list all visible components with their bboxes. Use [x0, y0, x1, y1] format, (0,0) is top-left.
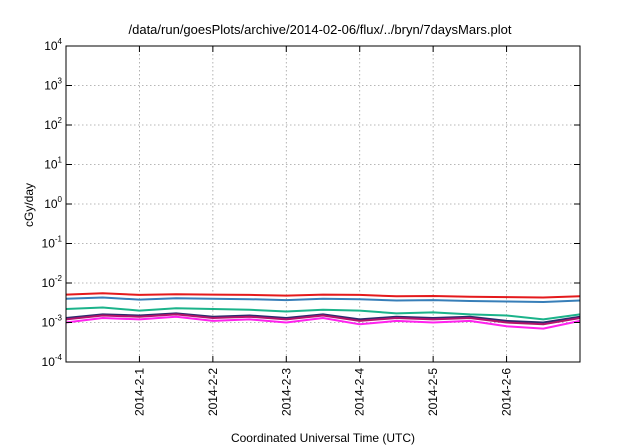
x-tick-label: 2014-2-2	[206, 368, 220, 416]
y-tick-label: 104	[44, 37, 62, 53]
x-tick-label: 2014-2-1	[132, 368, 146, 416]
y-axis-label: cGy/day	[22, 183, 36, 227]
y-tick-label: 103	[44, 77, 62, 93]
series-line-6	[65, 315, 581, 330]
data-series	[65, 292, 581, 330]
y-tick-label: 102	[44, 116, 62, 132]
y-axis-ticks: 10-4 10-3 10-2 10-1 100 101 102 103 104	[42, 37, 580, 369]
x-axis-ticks: 2014-2-1 2014-2-2 2014-2-3 2014-2-4 2014-2-5…	[132, 46, 514, 416]
series-line-2	[65, 296, 581, 303]
y-tick-label: 100	[44, 195, 62, 211]
series-line-5	[65, 313, 581, 326]
chart-title: /data/run/goesPlots/archive/2014-02-06/f…	[129, 22, 512, 37]
y-tick-label: 10-3	[42, 314, 63, 330]
y-tick-label: 101	[44, 156, 62, 172]
x-tick-label: 2014-2-5	[426, 368, 440, 416]
y-tick-label: 10-4	[42, 353, 63, 369]
x-axis-label: Coordinated Universal Time (UTC)	[231, 431, 415, 445]
x-tick-label: 2014-2-6	[500, 368, 514, 416]
series-line-3	[65, 306, 581, 321]
x-tick-label: 2014-2-4	[353, 368, 367, 416]
x-tick-label: 2014-2-3	[279, 368, 293, 416]
series-line-1	[65, 292, 581, 299]
y-tick-label: 10-1	[42, 235, 63, 251]
y-tick-label: 10-2	[42, 274, 63, 290]
series-line-4	[65, 312, 581, 324]
